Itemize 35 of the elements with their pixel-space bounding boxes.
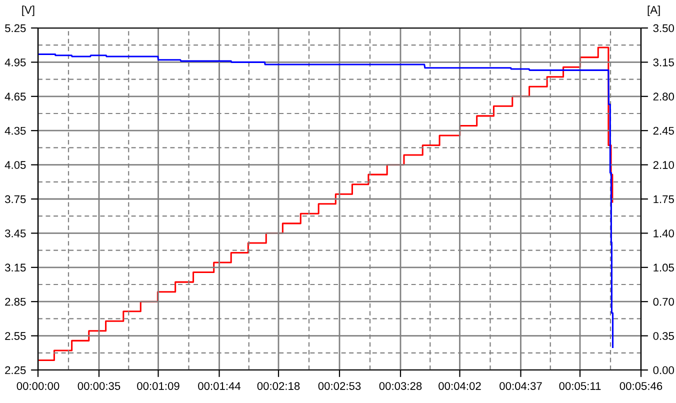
y2-axis-title: [A] <box>648 6 660 16</box>
y2-tick-label: 2.80 <box>653 92 674 101</box>
y2-tick-label: 3.15 <box>653 58 674 66</box>
y2-tick-label: 1.40 <box>654 229 674 238</box>
y2-tick-label: 2.10 <box>653 161 674 169</box>
x-tick-label: 00:00:35 <box>78 382 120 390</box>
x-tick-label: 00:01:09 <box>137 382 180 390</box>
y-tick-label: 2.85 <box>5 298 26 306</box>
y2-tick-label: 1.05 <box>654 264 674 272</box>
y2-tick-label: 1.75 <box>654 195 674 204</box>
y2-tick-label: 0.70 <box>653 298 674 306</box>
y-tick-label: 3.75 <box>4 195 26 204</box>
y-tick-label: 3.45 <box>4 229 26 238</box>
y2-tick-label: 2.45 <box>653 126 674 135</box>
x-tick-label: 00:03:28 <box>379 382 422 390</box>
x-tick-label: 00:02:53 <box>318 382 361 390</box>
y-axis-title: [V] <box>22 6 34 16</box>
x-tick-label: 00:00:00 <box>16 382 60 390</box>
y-tick-label: 4.05 <box>4 161 26 169</box>
x-tick-label: 00:01:44 <box>198 382 241 390</box>
y2-tick-label: 0.35 <box>653 332 674 340</box>
y-tick-label: 2.55 <box>5 332 26 340</box>
y-tick-label: 4.65 <box>4 92 26 101</box>
y-tick-label: 2.25 <box>5 366 26 374</box>
x-tick-label: 00:04:02 <box>438 382 481 390</box>
y-tick-label: 5.25 <box>5 24 26 32</box>
y2-tick-label: 0.00 <box>653 366 674 374</box>
y-tick-label: 3.15 <box>4 264 26 272</box>
y-tick-label: 4.35 <box>4 126 26 135</box>
x-tick-label: 00:04:37 <box>500 382 542 390</box>
y2-tick-label: 3.50 <box>653 24 674 32</box>
x-tick-label: 00:02:18 <box>257 382 300 390</box>
y-tick-label: 4.95 <box>4 58 26 66</box>
x-tick-label: 00:05:11 <box>559 382 601 390</box>
x-tick-label: 00:05:46 <box>620 382 662 390</box>
